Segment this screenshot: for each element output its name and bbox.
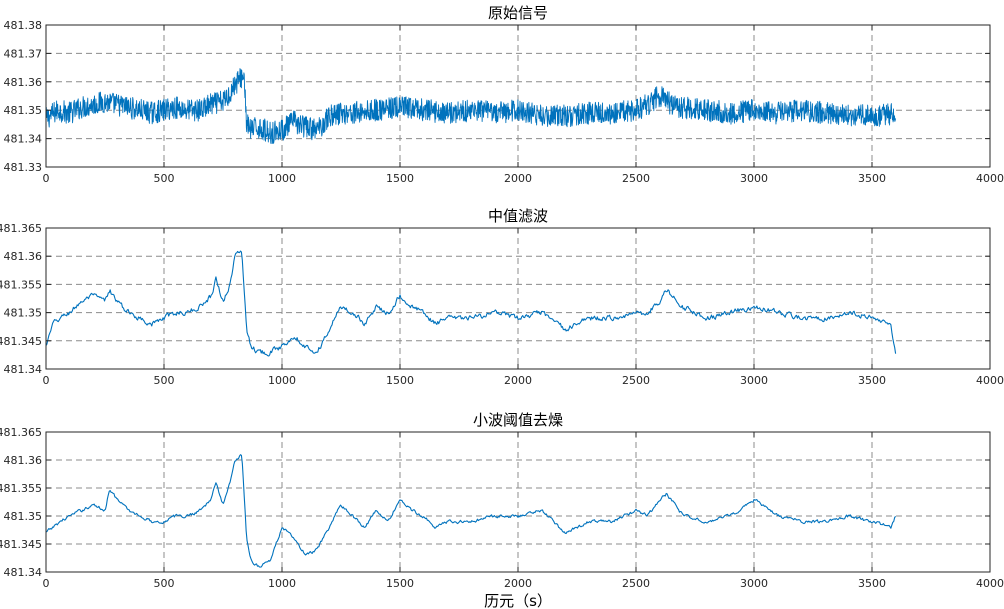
y-tick-label: 481.355	[0, 278, 42, 291]
series-line	[45, 68, 897, 144]
x-tick-label: 2500	[622, 172, 650, 185]
y-tick-label: 481.35	[4, 510, 43, 523]
x-tick-label: 1000	[268, 172, 296, 185]
y-tick-label: 481.35	[4, 307, 43, 320]
x-tick-label: 1000	[268, 577, 296, 590]
y-tick-label: 481.355	[0, 482, 42, 495]
x-tick-label: 4000	[976, 374, 1004, 387]
x-tick-label: 500	[154, 172, 175, 185]
y-tick-label: 481.34	[4, 566, 43, 579]
x-tick-label: 1500	[386, 374, 414, 387]
x-tick-label: 0	[43, 172, 50, 185]
x-tick-label: 3500	[858, 172, 886, 185]
y-tick-label: 481.34	[4, 133, 43, 146]
x-tick-label: 3000	[740, 577, 768, 590]
y-tick-label: 481.345	[0, 538, 42, 551]
y-tick-label: 481.33	[4, 161, 43, 174]
x-tick-label: 500	[154, 577, 175, 590]
y-tick-label: 481.345	[0, 335, 42, 348]
x-tick-label: 3000	[740, 172, 768, 185]
x-tick-label: 1500	[386, 577, 414, 590]
x-tick-label: 2000	[504, 172, 532, 185]
x-tick-label: 4000	[976, 577, 1004, 590]
x-tick-label: 4000	[976, 172, 1004, 185]
chart-title: 原始信号	[488, 4, 548, 22]
x-tick-label: 3500	[858, 577, 886, 590]
x-tick-label: 0	[43, 374, 50, 387]
x-tick-label: 1000	[268, 374, 296, 387]
series-line	[45, 454, 897, 568]
x-tick-label: 1500	[386, 172, 414, 185]
series-line	[45, 250, 897, 357]
y-tick-label: 481.37	[4, 47, 43, 60]
x-tick-label: 2000	[504, 374, 532, 387]
x-axis-label: 历元（s）	[484, 592, 552, 609]
y-tick-label: 481.34	[4, 363, 43, 376]
x-tick-label: 500	[154, 374, 175, 387]
y-tick-label: 481.35	[4, 104, 43, 117]
x-tick-label: 2500	[622, 577, 650, 590]
x-tick-label: 2500	[622, 374, 650, 387]
y-tick-label: 481.36	[4, 76, 43, 89]
chart-panel-raw-signal: 0 500 1000 1500 2000 2500 3000 3500 4000 481.33 48…	[4, 4, 1004, 185]
x-tick-label: 2000	[504, 577, 532, 590]
y-tick-label: 481.365	[0, 222, 42, 235]
x-tick-label: 3500	[858, 374, 886, 387]
x-tick-label: 3000	[740, 374, 768, 387]
chart-panel-median-filter: 0 500 1000 1500 2000 2500 3000 3500 4000 481.34 48…	[0, 207, 1004, 387]
y-tick-label: 481.36	[4, 250, 43, 263]
y-tick-label: 481.365	[0, 426, 42, 439]
y-tick-label: 481.36	[4, 454, 43, 467]
x-tick-label: 0	[43, 577, 50, 590]
chart-title: 中值滤波	[488, 207, 548, 225]
y-tick-label: 481.38	[4, 19, 43, 32]
chart-panel-wavelet-denoise: 0 500 1000 1500 2000 2500 3000 3500 4000 481.34 48…	[0, 411, 1004, 609]
chart-title: 小波阈值去燥	[473, 411, 563, 429]
